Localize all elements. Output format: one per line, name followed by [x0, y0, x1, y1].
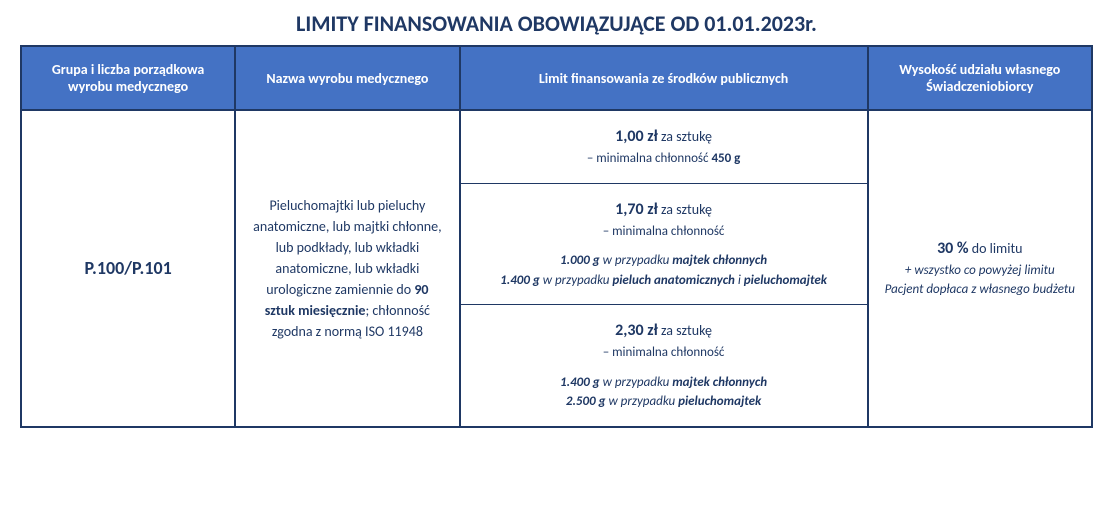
- share-percent-suffix: do limitu: [969, 240, 1023, 257]
- limit-price-line: 1,00 zł za sztukę: [477, 125, 851, 149]
- cell-limits: 1,00 zł za sztukę – minimalna chłonność …: [460, 110, 868, 427]
- limit-price-suffix: za sztukę: [658, 322, 712, 339]
- limit-detail: 1.400 g w przypadku pieluch anatomicznyc…: [477, 271, 851, 291]
- limit-price-line: 2,30 zł za sztukę: [477, 319, 851, 343]
- header-col4: Wysokość udziału własnego Świadczeniobio…: [868, 46, 1092, 110]
- cell-group-code: P.100/P.101: [21, 110, 235, 427]
- limit-price-suffix: za sztukę: [658, 128, 712, 145]
- detail-mid: w przypadku: [540, 273, 613, 288]
- cell-share: 30 % do limitu + wszystko co powyżej lim…: [868, 110, 1092, 427]
- detail-weight: 1.000 g: [560, 253, 600, 268]
- share-note: + wszystko co powyżej limitu Pacjent dop…: [885, 261, 1075, 300]
- detail-bold3: pieluchomajtek: [744, 273, 827, 288]
- limit-absorb-prefix: – minimalna chłonność: [587, 151, 712, 166]
- limit-absorb-prefix: – minimalna chłonność: [603, 224, 725, 239]
- share-percent-line: 30 % do limitu: [885, 237, 1075, 261]
- limit-detail: 1.400 g w przypadku majtek chłonnych: [477, 373, 851, 393]
- detail-weight: 2.500 g: [566, 394, 606, 409]
- detail-bold2: majtek chłonnych: [672, 375, 767, 390]
- detail-mid: w przypadku: [600, 253, 673, 268]
- detail-weight: 1.400 g: [500, 273, 540, 288]
- limit-detail: 1.000 g w przypadku majtek chłonnych: [477, 251, 851, 271]
- header-col1: Grupa i liczba porządkowa wyrobu medyczn…: [21, 46, 235, 110]
- detail-tail: i: [735, 273, 744, 288]
- share-percent: 30 %: [937, 239, 969, 258]
- limit-tier-1: 1,00 zł za sztukę – minimalna chłonność …: [461, 111, 867, 184]
- limit-tier-3: 2,30 zł za sztukę – minimalna chłonność …: [461, 305, 867, 426]
- limit-absorb-prefix: – minimalna chłonność: [603, 345, 725, 360]
- limit-price: 2,30 zł: [615, 321, 658, 340]
- table-row: P.100/P.101 Pieluchomajtki lub pieluchy …: [21, 110, 1092, 427]
- group-code: P.100/P.101: [38, 255, 218, 282]
- limit-price: 1,00 zł: [615, 127, 658, 146]
- table-header-row: Grupa i liczba porządkowa wyrobu medyczn…: [21, 46, 1092, 110]
- limit-price-suffix: za sztukę: [658, 201, 712, 218]
- detail-bold2: pieluch anatomicznych: [612, 273, 735, 288]
- page-title: LIMITY FINANSOWANIA OBOWIĄZUJĄCE OD 01.0…: [20, 10, 1093, 37]
- detail-mid: w przypadku: [606, 394, 679, 409]
- detail-bold2: majtek chłonnych: [672, 253, 767, 268]
- cell-product-desc: Pieluchomajtki lub pieluchy anatomiczne,…: [235, 110, 459, 427]
- limit-price: 1,70 zł: [615, 200, 658, 219]
- header-col2: Nazwa wyrobu medycznego: [235, 46, 459, 110]
- detail-bold2: pieluchomajtek: [678, 394, 761, 409]
- detail-mid: w przypadku: [600, 375, 673, 390]
- limit-absorb-line: – minimalna chłonność: [477, 222, 851, 242]
- limit-absorb-line: – minimalna chłonność: [477, 343, 851, 363]
- financing-limits-table: Grupa i liczba porządkowa wyrobu medyczn…: [20, 45, 1093, 428]
- detail-weight: 1.400 g: [560, 375, 600, 390]
- limit-tier-2: 1,70 zł za sztukę – minimalna chłonność …: [461, 184, 867, 306]
- limit-price-line: 1,70 zł za sztukę: [477, 198, 851, 222]
- limit-absorb-line: – minimalna chłonność 450 g: [477, 149, 851, 169]
- limit-detail: 2.500 g w przypadku pieluchomajtek: [477, 392, 851, 412]
- limit-absorb-bold: 450 g: [711, 151, 740, 166]
- header-col3: Limit finansowania ze środków publicznyc…: [460, 46, 868, 110]
